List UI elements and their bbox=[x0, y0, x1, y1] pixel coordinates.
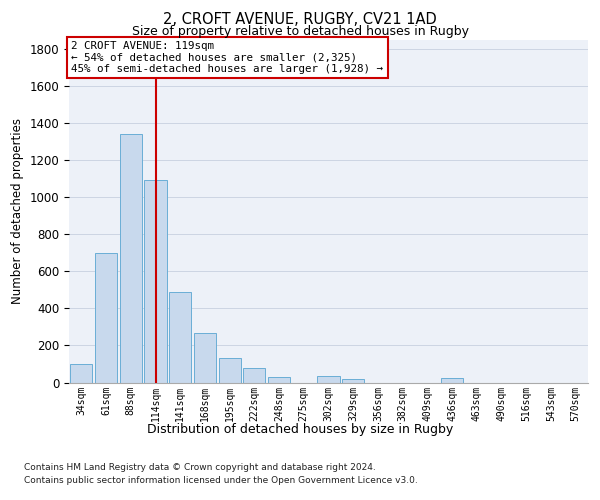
Text: 2 CROFT AVENUE: 119sqm
← 54% of detached houses are smaller (2,325)
45% of semi-: 2 CROFT AVENUE: 119sqm ← 54% of detached… bbox=[71, 41, 383, 74]
Bar bbox=[169, 292, 191, 382]
Bar bbox=[194, 332, 216, 382]
Text: 2, CROFT AVENUE, RUGBY, CV21 1AD: 2, CROFT AVENUE, RUGBY, CV21 1AD bbox=[163, 12, 437, 27]
Text: Distribution of detached houses by size in Rugby: Distribution of detached houses by size … bbox=[147, 422, 453, 436]
Bar bbox=[268, 377, 290, 382]
Bar bbox=[243, 368, 265, 382]
Bar bbox=[342, 379, 364, 382]
Y-axis label: Number of detached properties: Number of detached properties bbox=[11, 118, 24, 304]
Bar bbox=[95, 253, 117, 382]
Bar bbox=[317, 376, 340, 382]
Text: Size of property relative to detached houses in Rugby: Size of property relative to detached ho… bbox=[131, 25, 469, 38]
Bar bbox=[218, 358, 241, 382]
Bar bbox=[441, 378, 463, 382]
Bar bbox=[119, 134, 142, 382]
Bar bbox=[70, 364, 92, 382]
Text: Contains HM Land Registry data © Crown copyright and database right 2024.: Contains HM Land Registry data © Crown c… bbox=[24, 462, 376, 471]
Text: Contains public sector information licensed under the Open Government Licence v3: Contains public sector information licen… bbox=[24, 476, 418, 485]
Bar bbox=[145, 180, 167, 382]
